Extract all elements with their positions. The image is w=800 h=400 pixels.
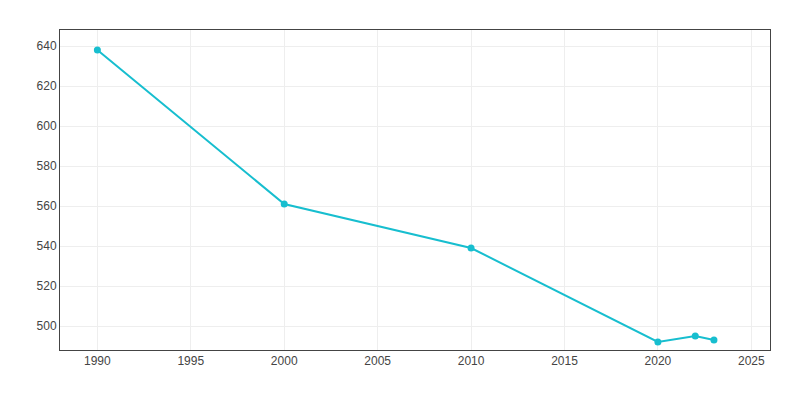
svg-text:1995: 1995	[177, 354, 204, 368]
svg-text:620: 620	[37, 79, 57, 93]
svg-text:580: 580	[37, 159, 57, 173]
svg-text:500: 500	[37, 319, 57, 333]
svg-text:2010: 2010	[458, 354, 485, 368]
svg-text:560: 560	[37, 199, 57, 213]
svg-text:520: 520	[37, 279, 57, 293]
svg-text:640: 640	[37, 39, 57, 53]
svg-text:2025: 2025	[738, 354, 765, 368]
svg-text:2015: 2015	[551, 354, 578, 368]
svg-text:600: 600	[37, 119, 57, 133]
svg-text:2020: 2020	[645, 354, 672, 368]
svg-text:1990: 1990	[84, 354, 111, 368]
svg-text:2005: 2005	[364, 354, 391, 368]
svg-text:540: 540	[37, 239, 57, 253]
svg-text:2000: 2000	[271, 354, 298, 368]
